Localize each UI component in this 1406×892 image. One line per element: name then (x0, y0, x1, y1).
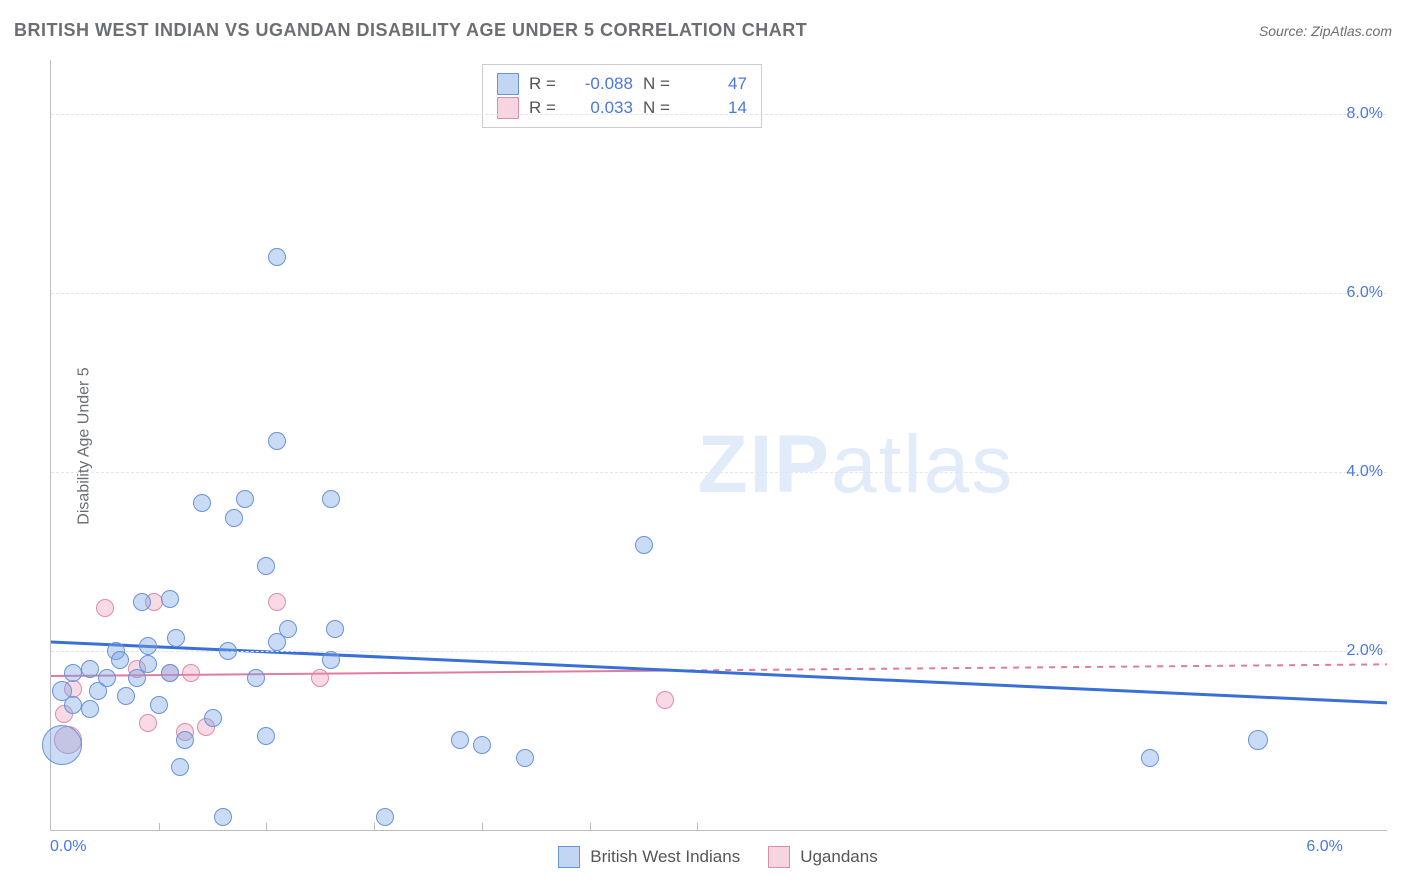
data-point-bwi (268, 248, 286, 266)
data-point-bwi (214, 808, 232, 826)
series-legend-item: British West Indians (558, 846, 740, 868)
trendline-ugandans-dashed (665, 664, 1387, 670)
series-legend-label: Ugandans (800, 847, 878, 867)
data-point-bwi (516, 749, 534, 767)
data-point-bwi (81, 660, 99, 678)
data-point-bwi (117, 687, 135, 705)
data-point-bwi (322, 651, 340, 669)
legend-r-label: R = (529, 98, 563, 118)
gridline-h (51, 472, 1387, 473)
data-point-bwi (451, 731, 469, 749)
correlation-legend: R = -0.088 N = 47 R = 0.033 N = 14 (482, 64, 762, 128)
legend-n-value: 47 (687, 74, 747, 94)
x-minor-tick (697, 823, 698, 831)
correlation-legend-row: R = -0.088 N = 47 (497, 73, 747, 95)
x-minor-tick (374, 823, 375, 831)
x-minor-tick (159, 823, 160, 831)
data-point-bwi (257, 557, 275, 575)
y-tick-label: 2.0% (1347, 642, 1389, 660)
legend-swatch-blue (497, 73, 519, 95)
data-point-ugandans (182, 664, 200, 682)
chart-title: BRITISH WEST INDIAN VS UGANDAN DISABILIT… (14, 20, 807, 41)
data-point-ugandans (311, 669, 329, 687)
data-point-bwi (133, 593, 151, 611)
watermark-atlas: atlas (831, 419, 1014, 510)
data-point-bwi (167, 629, 185, 647)
data-point-bwi (1248, 730, 1268, 750)
data-point-bwi (322, 490, 340, 508)
data-point-bwi (279, 620, 297, 638)
data-point-bwi (176, 731, 194, 749)
data-point-ugandans (656, 691, 674, 709)
data-point-bwi (473, 736, 491, 754)
data-point-bwi (81, 700, 99, 718)
source-label: Source: (1259, 23, 1311, 39)
legend-r-value: 0.033 (573, 98, 633, 118)
header-bar: BRITISH WEST INDIAN VS UGANDAN DISABILIT… (14, 20, 1392, 41)
data-point-bwi (236, 490, 254, 508)
y-tick-label: 4.0% (1347, 463, 1389, 481)
data-point-bwi (98, 669, 116, 687)
data-point-bwi (225, 509, 243, 527)
data-point-bwi (161, 590, 179, 608)
legend-n-label: N = (643, 98, 677, 118)
legend-swatch-blue (558, 846, 580, 868)
source-attribution: Source: ZipAtlas.com (1259, 23, 1392, 39)
data-point-bwi (326, 620, 344, 638)
data-point-ugandans (268, 593, 286, 611)
watermark-zip: ZIP (697, 419, 831, 510)
data-point-bwi (247, 669, 265, 687)
y-tick-label: 6.0% (1347, 284, 1389, 302)
scatter-plot-area: ZIPatlas R = -0.088 N = 47 R = 0.033 N = 14 2.0… (50, 60, 1387, 831)
x-minor-tick (482, 823, 483, 831)
data-point-bwi (219, 642, 237, 660)
data-point-bwi (111, 651, 129, 669)
legend-r-value: -0.088 (573, 74, 633, 94)
data-point-bwi (139, 637, 157, 655)
source-name: ZipAtlas.com (1311, 23, 1392, 39)
legend-swatch-pink (497, 97, 519, 119)
data-point-bwi (257, 727, 275, 745)
trend-lines-svg (51, 60, 1387, 830)
correlation-legend-row: R = 0.033 N = 14 (497, 97, 747, 119)
x-minor-tick (590, 823, 591, 831)
data-point-bwi (42, 725, 82, 765)
data-point-bwi (193, 494, 211, 512)
legend-r-label: R = (529, 74, 563, 94)
data-point-bwi (139, 655, 157, 673)
data-point-ugandans (96, 599, 114, 617)
data-point-bwi (64, 664, 82, 682)
legend-swatch-pink (768, 846, 790, 868)
series-legend-label: British West Indians (590, 847, 740, 867)
data-point-bwi (204, 709, 222, 727)
gridline-h (51, 114, 1387, 115)
data-point-bwi (1141, 749, 1159, 767)
data-point-bwi (161, 664, 179, 682)
y-tick-label: 8.0% (1347, 105, 1389, 123)
x-minor-tick (266, 823, 267, 831)
watermark: ZIPatlas (697, 418, 1014, 512)
data-point-bwi (64, 696, 82, 714)
gridline-h (51, 651, 1387, 652)
series-legend-item: Ugandans (768, 846, 878, 868)
data-point-bwi (635, 536, 653, 554)
legend-n-label: N = (643, 74, 677, 94)
gridline-h (51, 293, 1387, 294)
series-legend: British West Indians Ugandans (50, 846, 1386, 868)
data-point-bwi (268, 432, 286, 450)
data-point-bwi (171, 758, 189, 776)
data-point-bwi (150, 696, 168, 714)
data-point-bwi (376, 808, 394, 826)
data-point-ugandans (139, 714, 157, 732)
legend-n-value: 14 (687, 98, 747, 118)
